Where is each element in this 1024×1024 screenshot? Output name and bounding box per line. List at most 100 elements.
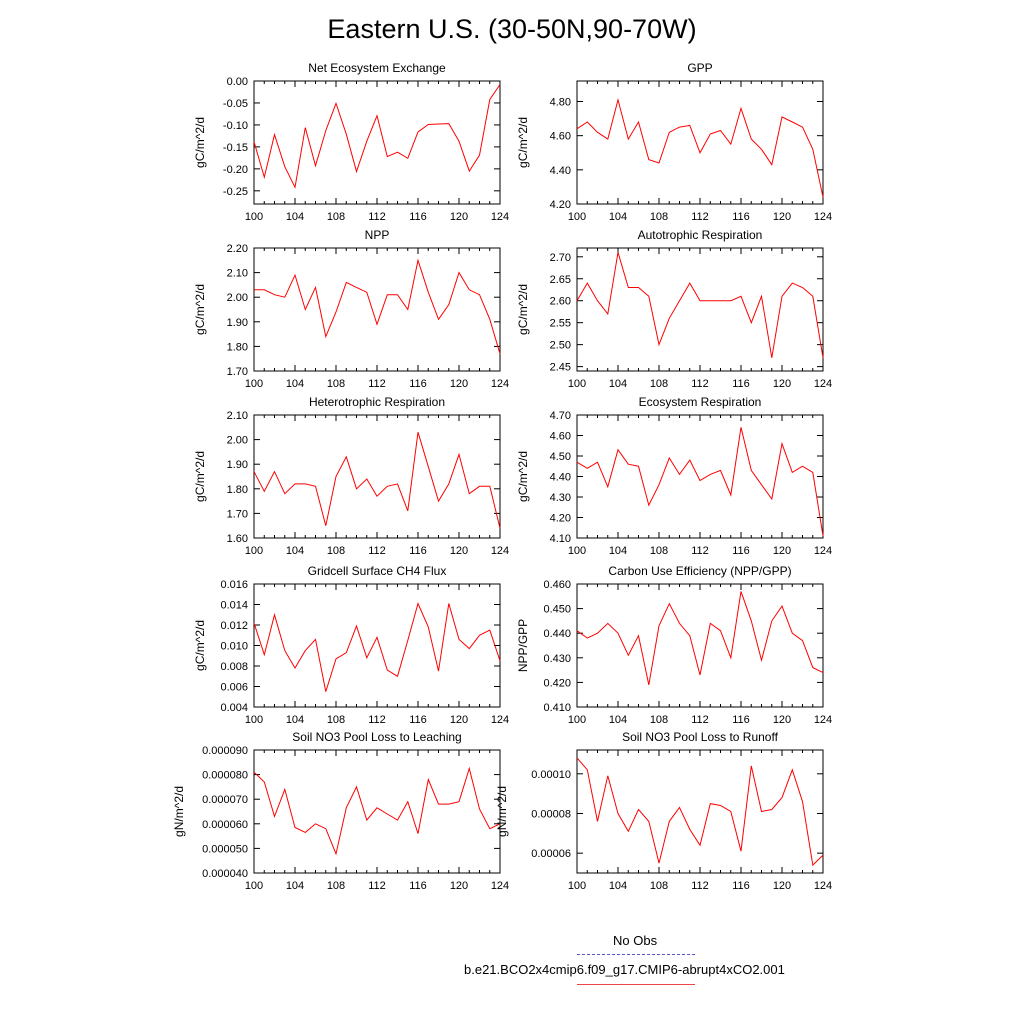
y-tick-label: 0.00006 bbox=[531, 848, 571, 860]
chart-gpp: GPP gC/m^2/d 4.20 4.40 4.60 4.80 100 104 108 112 1… bbox=[516, 61, 832, 223]
y-tick-label: 4.70 bbox=[550, 410, 571, 422]
chart-title: Net Ecosystem Exchange bbox=[308, 61, 446, 75]
x-tick-label: 116 bbox=[409, 378, 427, 390]
chart-title: Heterotrophic Respiration bbox=[309, 395, 445, 409]
series-line bbox=[576, 252, 824, 358]
x-tick-label: 120 bbox=[773, 880, 791, 892]
chart-title: Autotrophic Respiration bbox=[638, 228, 763, 242]
x-tick-label: 116 bbox=[409, 880, 427, 892]
x-tick-label: 104 bbox=[286, 545, 304, 557]
y-tick-label: 2.55 bbox=[550, 318, 571, 330]
y-tick-label: 1.70 bbox=[227, 508, 248, 520]
x-tick-label: 124 bbox=[491, 880, 509, 892]
x-tick-label: 108 bbox=[327, 378, 345, 390]
y-tick-label: 0.450 bbox=[543, 604, 571, 616]
y-tick-label: 1.60 bbox=[227, 533, 248, 545]
x-tick-label: 116 bbox=[732, 378, 750, 390]
x-tick-label: 100 bbox=[568, 378, 586, 390]
y-axis-label: NPP/GPP bbox=[516, 619, 530, 672]
y-tick-label: 0.00 bbox=[227, 76, 248, 88]
y-tick-label: 2.45 bbox=[550, 362, 571, 374]
x-tick-label: 120 bbox=[450, 880, 468, 892]
x-tick-label: 124 bbox=[814, 545, 832, 557]
plot-frame bbox=[253, 583, 501, 708]
chart-title: GPP bbox=[687, 61, 712, 75]
chart-gridcell-surface-ch4-flux: Gridcell Surface CH4 Flux gC/m^2/d 0.004 0.… bbox=[193, 564, 509, 726]
chart-net-ecosystem-exchange: Net Ecosystem Exchange gC/m^2/d 0.00 -0.05 -… bbox=[193, 61, 509, 223]
plot-frame bbox=[253, 80, 501, 205]
series-line bbox=[576, 591, 824, 686]
x-tick-label: 104 bbox=[286, 378, 304, 390]
x-tick-label: 108 bbox=[327, 211, 345, 223]
chart-soil-no3-pool-loss-to-runoff: Soil NO3 Pool Loss to Runoff gN/m^2/d 0.00… bbox=[495, 730, 832, 892]
y-tick-label: 0.000050 bbox=[202, 843, 248, 855]
series-line bbox=[253, 432, 501, 529]
x-tick-label: 104 bbox=[609, 714, 627, 726]
y-tick-label: 2.00 bbox=[227, 292, 248, 304]
y-tick-label: 0.016 bbox=[220, 579, 248, 591]
chart-heterotrophic-respiration: Heterotrophic Respiration gC/m^2/d 1.60 1.7… bbox=[193, 395, 509, 557]
chart-title: Soil NO3 Pool Loss to Runoff bbox=[622, 730, 779, 744]
x-tick-label: 100 bbox=[568, 545, 586, 557]
y-tick-label: 1.90 bbox=[227, 459, 248, 471]
x-tick-label: 108 bbox=[650, 545, 668, 557]
y-axis-label: gC/m^2/d bbox=[516, 451, 530, 502]
plot-frame bbox=[576, 749, 824, 874]
y-axis-label: gN/m^2/d bbox=[172, 786, 186, 837]
x-tick-label: 124 bbox=[814, 714, 832, 726]
x-tick-label: 100 bbox=[245, 880, 263, 892]
plot-frame bbox=[576, 414, 824, 539]
x-tick-label: 120 bbox=[450, 714, 468, 726]
y-axis-label: gN/m^2/d bbox=[495, 786, 509, 837]
y-tick-label: 4.10 bbox=[550, 533, 571, 545]
plot-frame bbox=[253, 414, 501, 539]
chart-title: Gridcell Surface CH4 Flux bbox=[308, 564, 447, 578]
x-tick-label: 108 bbox=[327, 545, 345, 557]
chart-title: NPP bbox=[365, 228, 390, 242]
y-tick-label: 4.60 bbox=[550, 131, 571, 143]
x-tick-label: 104 bbox=[286, 880, 304, 892]
chart-title: Ecosystem Respiration bbox=[639, 395, 762, 409]
x-tick-label: 100 bbox=[568, 880, 586, 892]
chart-title: Carbon Use Efficiency (NPP/GPP) bbox=[608, 564, 791, 578]
x-tick-label: 124 bbox=[814, 211, 832, 223]
y-tick-label: 2.00 bbox=[227, 435, 248, 447]
y-tick-label: 0.000060 bbox=[202, 819, 248, 831]
x-tick-label: 108 bbox=[650, 714, 668, 726]
x-tick-label: 100 bbox=[245, 714, 263, 726]
x-tick-label: 120 bbox=[773, 714, 791, 726]
y-tick-label: 1.80 bbox=[227, 341, 248, 353]
y-axis-label: gC/m^2/d bbox=[193, 620, 207, 671]
x-tick-label: 124 bbox=[491, 378, 509, 390]
x-tick-label: 120 bbox=[450, 211, 468, 223]
y-tick-label: 2.20 bbox=[227, 243, 248, 255]
series-line bbox=[253, 84, 501, 189]
y-tick-label: 2.10 bbox=[227, 410, 248, 422]
y-tick-label: 2.10 bbox=[227, 268, 248, 280]
y-axis-label: gC/m^2/d bbox=[193, 117, 207, 168]
x-tick-label: 124 bbox=[814, 880, 832, 892]
plot-frame bbox=[576, 583, 824, 708]
x-tick-label: 124 bbox=[491, 545, 509, 557]
y-axis-label: gC/m^2/d bbox=[516, 117, 530, 168]
x-tick-label: 116 bbox=[409, 211, 427, 223]
chart-soil-no3-pool-loss-to-leaching: Soil NO3 Pool Loss to Leaching gN/m^2/d 0.… bbox=[172, 730, 509, 892]
x-tick-label: 112 bbox=[368, 545, 386, 557]
y-tick-label: 2.70 bbox=[550, 252, 571, 264]
chart-carbon-use-efficiency-npp-gpp: Carbon Use Efficiency (NPP/GPP) NPP/GPP 0.… bbox=[516, 564, 832, 726]
y-tick-label: 0.012 bbox=[220, 620, 248, 632]
y-tick-label: 4.50 bbox=[550, 451, 571, 463]
x-tick-label: 112 bbox=[368, 880, 386, 892]
y-tick-label: 0.010 bbox=[220, 641, 248, 653]
plot-frame bbox=[576, 80, 824, 205]
x-tick-label: 120 bbox=[773, 378, 791, 390]
chart-title: Soil NO3 Pool Loss to Leaching bbox=[292, 730, 461, 744]
x-tick-label: 108 bbox=[650, 378, 668, 390]
x-tick-label: 108 bbox=[327, 880, 345, 892]
y-tick-label: -0.20 bbox=[223, 164, 248, 176]
y-tick-label: 0.430 bbox=[543, 653, 571, 665]
y-tick-label: 0.440 bbox=[543, 628, 571, 640]
plot-frame bbox=[576, 247, 824, 372]
x-tick-label: 116 bbox=[409, 714, 427, 726]
